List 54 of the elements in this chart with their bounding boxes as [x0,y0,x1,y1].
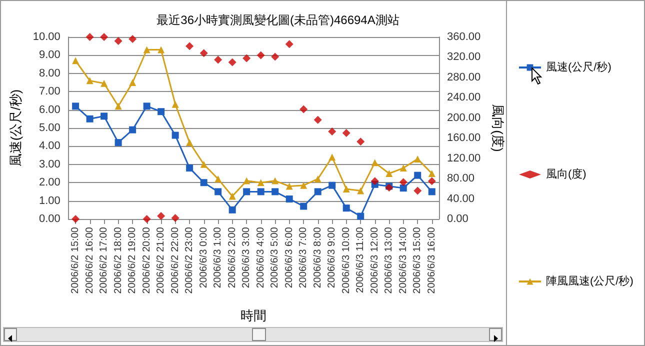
y2-tick-label: 80.00 [447,172,475,185]
x-tick-label: 2006/6/3 16:00 [426,226,438,294]
y2-tick-label: 40.00 [447,192,475,205]
x-tick-label: 2006/6/3 4:00 [255,226,266,288]
y-tick-label: 9.00 [39,49,60,62]
y-tick-label: 7.00 [39,86,60,98]
y-tick-label: 3.00 [39,158,60,170]
legend-label: 風向(度) [546,168,586,180]
x-tick-label: 2006/6/3 1:00 [212,226,224,288]
x-tick-label: 2006/6/3 12:00 [369,226,380,294]
x-tick-label: 2006/6/3 7:00 [298,226,310,288]
y-tick-label: 6.00 [39,104,60,116]
x-tick-label: 2006/6/2 22:00 [170,226,181,294]
x-tick-label: 2006/6/3 14:00 [398,226,409,294]
x-tick-label: 2006/6/3 9:00 [326,226,338,288]
y2-tick-label: 0.00 [447,213,468,225]
x-tick-label: 2006/6/3 3:00 [241,226,252,288]
x-tick-label: 2006/6/3 15:00 [412,226,424,294]
x-tick-label: 2006/6/2 23:00 [184,226,196,294]
y-tick-label: 4.00 [39,140,60,152]
x-tick-label: 2006/6/2 17:00 [98,226,110,294]
y2-axis-title: 風向(度) [490,104,506,152]
legend-label: 風速(公尺/秒) [546,60,612,74]
x-tick-label: 2006/6/3 5:00 [270,226,281,288]
legend-label: 陣風風速(公尺/秒) [546,274,634,288]
x-tick-label: 2006/6/2 18:00 [112,226,124,294]
y2-tick-label: 360.00 [447,31,481,43]
y2-tick-label: 280.00 [447,71,481,84]
y2-tick-label: 240.00 [447,92,481,104]
y2-tick-label: 320.00 [447,51,481,64]
y2-tick-label: 160.00 [447,132,481,144]
y2-tick-label: 120.00 [447,152,481,164]
x-tick-label: 2006/6/2 20:00 [141,226,152,294]
x-tick-label: 2006/6/3 10:00 [340,226,352,294]
x-tick-label: 2006/6/3 6:00 [284,226,295,288]
y-axis-title: 風速(公尺/秒) [8,89,23,167]
x-tick-label: 2006/6/3 8:00 [312,226,324,288]
y-tick-label: 0.00 [39,213,60,225]
x-tick-label: 2006/6/2 16:00 [84,226,96,294]
y-tick-label: 5.00 [39,122,60,134]
x-tick-label: 2006/6/3 0:00 [198,226,210,288]
x-tick-label: 2006/6/2 15:00 [70,226,82,294]
chart-title: 最近36小時實測風變化圖(未品管)46694A測站 [156,13,400,27]
x-tick-label: 2006/6/2 21:00 [156,226,167,294]
y-tick-label: 2.00 [39,176,60,189]
y-tick-label: 8.00 [39,67,60,80]
x-axis-title: 時間 [240,308,267,323]
x-tick-label: 2006/6/2 19:00 [127,226,138,294]
y2-tick-label: 200.00 [447,112,481,124]
x-tick-label: 2006/6/3 13:00 [384,226,395,294]
x-tick-label: 2006/6/3 2:00 [226,226,238,288]
y-tick-label: 1.00 [39,194,60,207]
x-tick-label: 2006/6/3 11:00 [355,226,366,293]
y-tick-label: 10.00 [32,31,60,43]
